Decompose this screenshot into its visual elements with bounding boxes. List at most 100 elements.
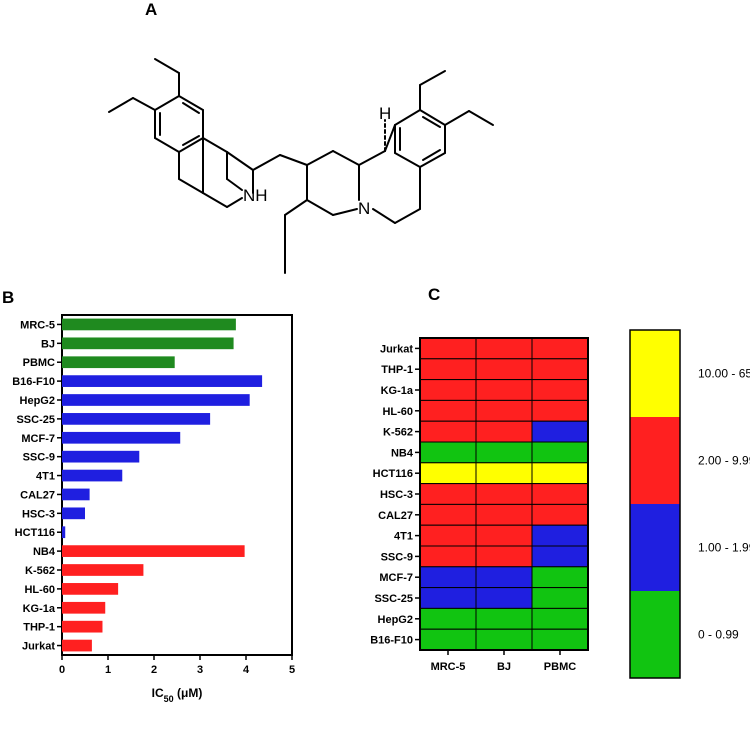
heatmap-cell [531, 420, 589, 443]
bar-jurkat [62, 639, 92, 652]
category-label: NB4 [33, 546, 56, 558]
heatmap-cell [531, 337, 589, 360]
bar-hct116 [62, 526, 66, 539]
heatmap-cell [531, 545, 589, 568]
legend-label: 2.00 - 9.99 [698, 454, 750, 468]
heatmap-cell [531, 483, 589, 505]
category-label: K-562 [25, 565, 55, 577]
row-label: THP-1 [381, 364, 413, 376]
heatmap-cell [531, 441, 589, 464]
heatmap-cell [419, 503, 477, 526]
category-label: Jurkat [22, 641, 55, 653]
x-tick-label: 5 [289, 664, 295, 676]
bar-pbmc [62, 356, 175, 369]
heatmap-cell [531, 399, 589, 422]
category-label: HSC-3 [22, 508, 55, 520]
heatmap-cell [531, 379, 589, 401]
heatmap-cell [475, 420, 533, 443]
heatmap-cell [475, 545, 533, 568]
heatmap-cell [419, 358, 477, 381]
category-label: PBMC [23, 357, 55, 369]
heatmap-cell [531, 566, 589, 589]
bar-kg-1a [62, 601, 106, 614]
category-label: KG-1a [23, 603, 56, 615]
row-label: 4T1 [394, 531, 413, 543]
bar-hl-60 [62, 583, 119, 595]
row-label: HSC-3 [380, 489, 413, 501]
legend-swatch [630, 504, 680, 591]
panel-c-label: C [428, 285, 441, 304]
legend-label: 1.00 - 1.99 [698, 541, 750, 555]
category-label: MRC-5 [20, 319, 55, 331]
row-label: NB4 [391, 447, 414, 459]
bar-hsc-3 [62, 507, 85, 520]
heatmap-cell [475, 524, 533, 547]
heatmap-cell [475, 441, 533, 464]
heatmap-cell [419, 441, 477, 464]
heatmap-cell [419, 462, 477, 485]
category-label: BJ [41, 338, 55, 350]
row-label: MCF-7 [379, 572, 413, 584]
heatmap-cell [531, 462, 589, 485]
panel-b-label: B [2, 288, 15, 307]
bar-thp-1 [62, 620, 103, 633]
bar-cal27 [62, 488, 90, 501]
legend-swatch [630, 330, 680, 417]
x-tick-label: 4 [243, 664, 250, 676]
column-label: MRC-5 [431, 661, 466, 673]
bar-mrc-5 [62, 318, 236, 331]
heatmap-cell [419, 399, 477, 422]
row-label: K-562 [383, 427, 413, 439]
legend-label: 10.00 - 65.00 [698, 367, 750, 381]
heatmap-cell [475, 628, 533, 651]
ic50-bar-chart: MRC-5 BJ PBMC B16-F10 HepG2 SSC-25 MCF-7 SSC-9 4… [12, 314, 295, 704]
plot-frame [61, 314, 293, 656]
legend-swatch [630, 591, 680, 678]
category-label: HL-60 [24, 584, 55, 596]
bar-bj [62, 337, 234, 350]
heatmap-cell [475, 399, 533, 422]
heatmap-cell [419, 483, 477, 505]
n-atom-label: N [358, 199, 370, 218]
category-label: 4T1 [36, 471, 55, 483]
panel-a-label: A [145, 0, 158, 19]
x-tick-label: 3 [197, 664, 203, 676]
heatmap-cell [419, 337, 477, 360]
category-label: MCF-7 [21, 433, 55, 445]
heatmap-cell [419, 587, 477, 609]
molecule-structure: NH N H [108, 58, 494, 274]
legend-label: 0 - 0.99 [698, 628, 739, 642]
legend-frame [629, 329, 681, 679]
heatmap-cell [475, 483, 533, 505]
row-label: Jurkat [380, 343, 413, 355]
heatmap-cell [419, 628, 477, 651]
x-tick-label: 2 [151, 664, 157, 676]
heatmap-cell [419, 420, 477, 443]
bar-4t1 [62, 469, 123, 482]
heatmap-cell [419, 607, 477, 630]
bar-ssc-9 [62, 450, 140, 463]
x-tick-label: 1 [105, 664, 111, 676]
category-label: HepG2 [20, 395, 55, 407]
heatmap-cell [475, 587, 533, 609]
heatmap-cell [475, 337, 533, 360]
heatmap-cell [419, 545, 477, 568]
row-label: SSC-9 [381, 551, 413, 563]
x-axis-label: IC50 (μM) [152, 686, 203, 704]
category-label: B16-F10 [12, 376, 55, 388]
category-label: SSC-25 [16, 414, 55, 426]
heatmap-cell [531, 607, 589, 630]
heatmap-cell [531, 503, 589, 526]
heatmap-cell [475, 566, 533, 589]
heatmap-cell [475, 462, 533, 485]
category-label: SSC-9 [23, 452, 55, 464]
bar-mcf-7 [62, 431, 181, 444]
heatmap-cell [475, 607, 533, 630]
bar-hepg2 [62, 394, 250, 406]
column-label: PBMC [544, 661, 576, 673]
heatmap-cell [531, 358, 589, 381]
h-atom-label: H [379, 104, 391, 123]
bar-ssc-25 [62, 413, 211, 425]
category-label: CAL27 [20, 489, 55, 501]
heatmap-cell [531, 524, 589, 547]
